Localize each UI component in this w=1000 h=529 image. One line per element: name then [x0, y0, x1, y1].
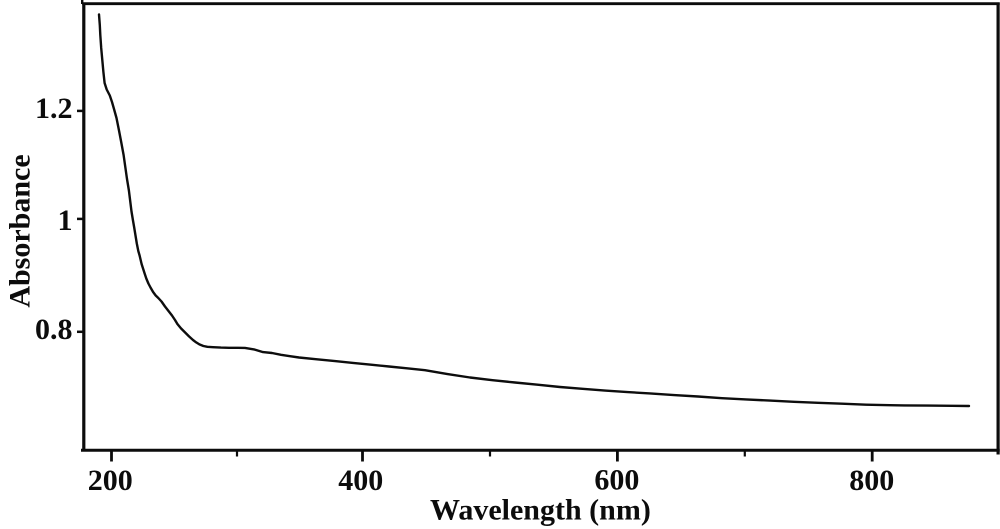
svg-text:200: 200: [88, 464, 133, 497]
svg-text:1: 1: [58, 204, 73, 237]
svg-text:600: 600: [594, 464, 639, 497]
svg-text:0.8: 0.8: [35, 313, 73, 346]
svg-text:400: 400: [338, 464, 383, 497]
svg-text:1.2: 1.2: [35, 92, 73, 125]
svg-text:Absorbance: Absorbance: [4, 154, 37, 307]
svg-text:800: 800: [849, 464, 894, 497]
svg-text:Wavelength (nm): Wavelength (nm): [430, 494, 651, 527]
